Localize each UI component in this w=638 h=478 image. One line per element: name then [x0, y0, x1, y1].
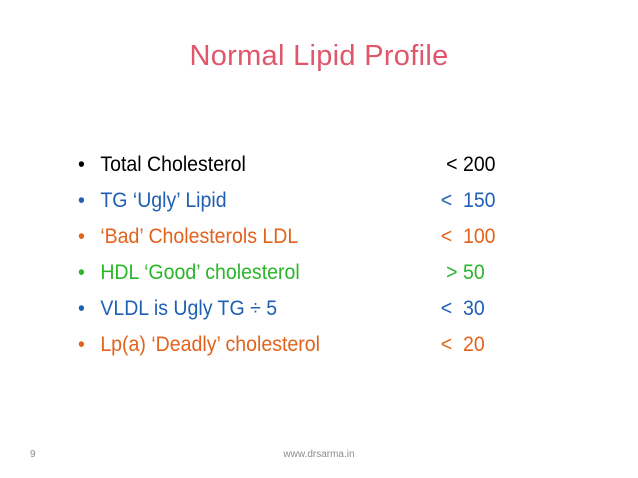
- item-value: < 150: [440, 189, 496, 212]
- item-value: < 30: [440, 297, 485, 320]
- footer-website: www.drsarma.in: [283, 449, 355, 460]
- bullet: •: [78, 333, 85, 356]
- item-value: < 200: [440, 153, 496, 176]
- item-label: VLDL is Ugly TG ÷ 5: [100, 297, 278, 320]
- bullet: •: [78, 261, 85, 284]
- item-label: ‘Bad’ Cholesterols LDL: [100, 225, 299, 248]
- list-item-tg: • TG ‘Ugly’ Lipid < 150: [78, 183, 515, 219]
- item-label: HDL ‘Good’ cholesterol: [100, 261, 300, 284]
- list-item-ldl: • ‘Bad’ Cholesterols LDL < 100: [78, 219, 515, 255]
- list-item-vldl: • VLDL is Ugly TG ÷ 5 < 30: [78, 291, 515, 327]
- list-item-hdl: • HDL ‘Good’ cholesterol > 50: [78, 255, 515, 291]
- item-value: > 50: [440, 261, 485, 284]
- slide-title: Normal Lipid Profile: [189, 40, 449, 72]
- item-label: Lp(a) ‘Deadly’ cholesterol: [100, 333, 320, 356]
- item-label: Total Cholesterol: [100, 153, 246, 176]
- item-value: < 20: [440, 333, 485, 356]
- item-label: TG ‘Ugly’ Lipid: [100, 189, 227, 212]
- lipid-values-list: • Total Cholesterol < 200 • TG ‘Ugly’ Li…: [78, 147, 548, 363]
- list-item-lpa: • Lp(a) ‘Deadly’ cholesterol < 20: [78, 327, 515, 363]
- bullet: •: [78, 189, 85, 212]
- bullet: •: [78, 225, 85, 248]
- bullet: •: [78, 297, 85, 320]
- bullet: •: [78, 153, 85, 176]
- list-item-total-cholesterol: • Total Cholesterol < 200: [78, 147, 515, 183]
- item-value: < 100: [440, 225, 496, 248]
- page-number: 9: [30, 449, 36, 460]
